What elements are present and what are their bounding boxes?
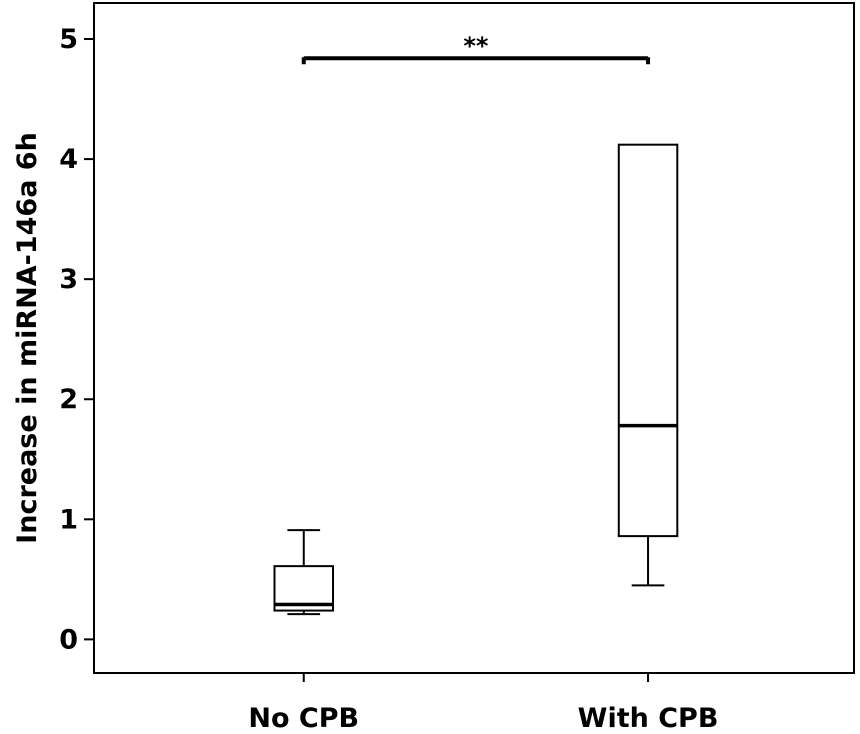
plot-frame: [93, 2, 855, 674]
y-tick-label: 0: [59, 624, 78, 655]
x-category-label: No CPB: [248, 703, 359, 729]
y-tick-label: 4: [59, 144, 78, 175]
y-axis: 0 1 2 3 4 5: [59, 24, 94, 655]
box-series: [273, 143, 679, 616]
y-tick-label: 2: [59, 384, 78, 415]
significance-annotation: **: [301, 32, 651, 65]
box-2: [617, 143, 679, 587]
x-axis: No CPB With CPB: [248, 673, 719, 734]
box-body: [617, 143, 679, 538]
y-axis-title: Increase in miRNA-146a 6h: [12, 132, 43, 544]
y-tick-label: 1: [59, 504, 78, 535]
y-tick-label: 3: [59, 264, 78, 295]
x-category-label: With CPB: [578, 703, 719, 729]
box-1: [273, 529, 335, 616]
significance-label: **: [463, 32, 489, 60]
y-tick-label: 5: [59, 24, 78, 55]
